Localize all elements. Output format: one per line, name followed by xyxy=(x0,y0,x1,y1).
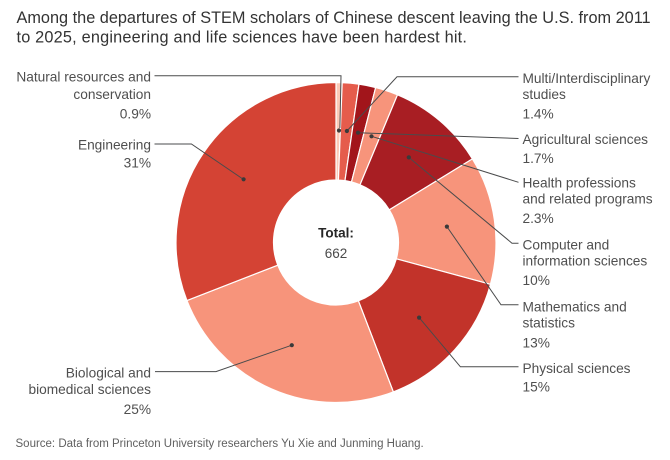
svg-text:31%: 31% xyxy=(124,155,151,170)
svg-text:biomedical sciences: biomedical sciences xyxy=(29,382,152,397)
svg-text:studies: studies xyxy=(523,87,567,102)
svg-text:10%: 10% xyxy=(523,273,550,288)
svg-text:Engineering: Engineering xyxy=(78,138,151,153)
svg-text:conservation: conservation xyxy=(73,87,151,102)
svg-text:1.4%: 1.4% xyxy=(523,107,554,122)
svg-text:13%: 13% xyxy=(523,335,550,350)
svg-text:Mathematics and: Mathematics and xyxy=(523,300,627,315)
svg-text:15%: 15% xyxy=(523,380,550,395)
svg-text:Source: Data from Princeton Un: Source: Data from Princeton University r… xyxy=(16,438,424,450)
svg-text:statistics: statistics xyxy=(523,315,576,330)
svg-text:Among the departures of STEM s: Among the departures of STEM scholars of… xyxy=(17,9,651,27)
svg-text:to 2025, engineering and life: to 2025, engineering and life sciences h… xyxy=(17,29,468,47)
svg-text:Biological and: Biological and xyxy=(66,366,151,381)
svg-text:0.9%: 0.9% xyxy=(120,107,151,122)
svg-text:information sciences: information sciences xyxy=(523,254,648,269)
svg-text:Agricultural sciences: Agricultural sciences xyxy=(523,132,649,147)
svg-text:and related programs: and related programs xyxy=(523,192,653,207)
svg-text:662: 662 xyxy=(325,246,348,261)
svg-text:Computer and: Computer and xyxy=(523,238,610,253)
svg-text:25%: 25% xyxy=(124,402,151,417)
svg-text:Natural resources and: Natural resources and xyxy=(16,70,151,85)
svg-text:Physical sciences: Physical sciences xyxy=(523,361,631,376)
svg-text:2.3%: 2.3% xyxy=(523,211,554,226)
svg-text:Total:: Total: xyxy=(318,225,354,240)
svg-text:1.7%: 1.7% xyxy=(523,151,554,166)
svg-text:Multi/Interdisciplinary: Multi/Interdisciplinary xyxy=(523,71,651,86)
svg-text:Health professions: Health professions xyxy=(523,176,637,191)
